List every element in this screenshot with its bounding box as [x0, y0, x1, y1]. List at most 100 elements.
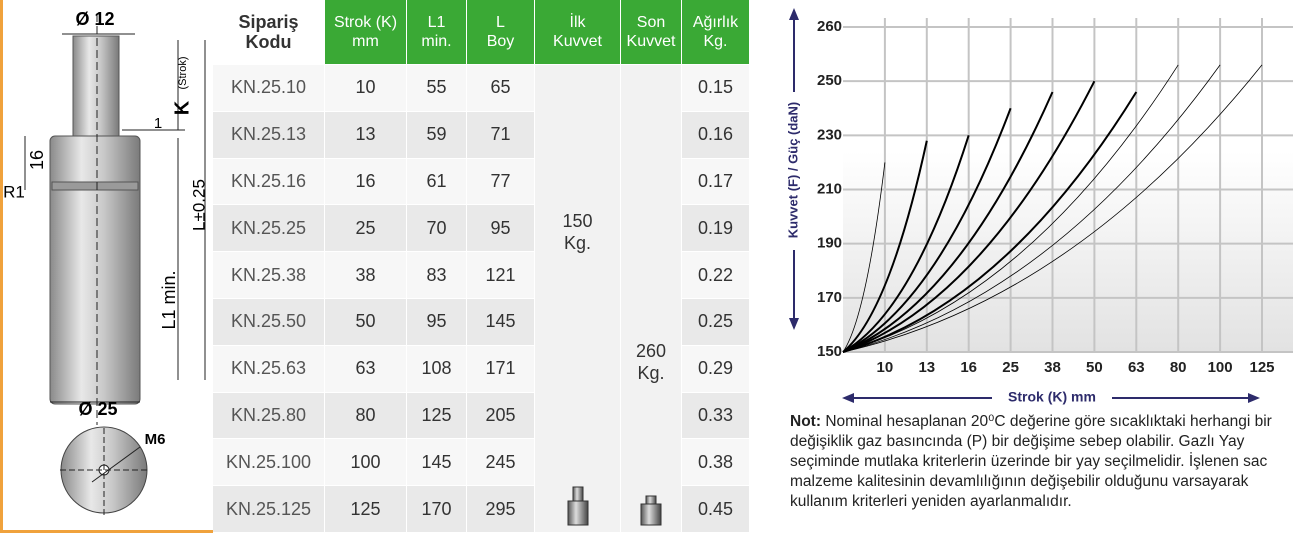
- x-tick-label: 38: [1044, 359, 1061, 376]
- label: M6: [145, 431, 166, 448]
- force-value: 150: [562, 211, 593, 231]
- cell-text: KN.25.25: [230, 217, 307, 238]
- cell-text: 145: [421, 451, 452, 472]
- header-cell: İlk Kuvvet: [535, 0, 621, 65]
- table-cell: 245: [467, 439, 535, 487]
- header-text: Kuvvet: [626, 33, 676, 50]
- header-text: Strok (K): [333, 14, 398, 31]
- table-cell: 63: [325, 345, 407, 393]
- table-cell: 59: [407, 111, 467, 159]
- plot-bg: [843, 18, 1293, 352]
- spring-curve: [842, 140, 928, 353]
- table-cell: 145: [407, 439, 467, 487]
- cell-text: 38: [355, 264, 376, 285]
- y-tick-label: 260: [817, 18, 842, 35]
- table-cell: 80: [325, 392, 407, 440]
- table-cell: 38: [325, 252, 407, 299]
- cell-text: 61: [426, 170, 447, 191]
- x-tick-label: 25: [1002, 359, 1019, 376]
- last-force-cell: 260 Kg.: [621, 65, 682, 533]
- cell-text: 10: [355, 77, 376, 98]
- spring-curve: [842, 107, 1012, 353]
- chart: Kuvvet (F) / Güç (daN) Strok (K) mm 150 1…: [785, 8, 1293, 405]
- table-cell: 0.19: [682, 205, 750, 253]
- x-tick-label: 10: [877, 359, 894, 376]
- table-cell: 83: [407, 252, 467, 299]
- cell-text: 0.22: [697, 264, 734, 285]
- table-cell: KN.25.100: [213, 439, 325, 487]
- groove: [51, 181, 139, 191]
- x-tick-label: 80: [1170, 359, 1187, 376]
- rod: [72, 35, 120, 137]
- cell-text: 25: [355, 217, 376, 238]
- table-cell: 70: [407, 205, 467, 253]
- table-cell: 0.22: [682, 252, 750, 299]
- table-cell: 71: [467, 111, 535, 159]
- header-text: Kuvvet: [553, 33, 602, 50]
- header-text: Kodu: [245, 32, 292, 52]
- spring-curve: [842, 91, 1054, 353]
- table-cell: 0.45: [682, 486, 750, 533]
- cell-text: 13: [355, 124, 376, 145]
- table-cell: 100: [325, 439, 407, 487]
- label: 1: [154, 115, 162, 132]
- table-cell: 16: [325, 158, 407, 206]
- cell-text: 65: [490, 77, 511, 98]
- cell-text: 205: [485, 404, 516, 425]
- force-value: 260: [635, 341, 667, 361]
- header-cell: Strok (K) mm: [325, 0, 407, 65]
- cell-text: KN.25.10: [230, 77, 307, 98]
- cell-text: 0.15: [697, 77, 734, 98]
- cell-text: 77: [490, 170, 511, 191]
- table-cell: 95: [407, 299, 467, 346]
- cell-text: KN.25.100: [225, 451, 312, 472]
- label: 16: [27, 150, 47, 170]
- x-axis-label: Strok (K) mm: [1008, 389, 1096, 405]
- cell-text: 80: [355, 404, 376, 425]
- cell-text: 245: [485, 451, 516, 472]
- header-text: Ağırlık: [692, 14, 739, 31]
- cell-text: 170: [421, 498, 452, 519]
- y-tick-label: 190: [817, 235, 842, 252]
- y-axis-label: Kuvvet (F) / Güç (daN): [785, 102, 800, 239]
- cell-text: 83: [426, 264, 447, 285]
- table-cell: 295: [467, 486, 535, 533]
- table-cell: 13: [325, 111, 407, 159]
- cell-text: 125: [421, 404, 452, 425]
- table-cell: 65: [467, 65, 535, 112]
- x-tick-label: 125: [1249, 359, 1274, 376]
- cell-text: 108: [421, 358, 452, 379]
- cell-text: 55: [426, 77, 447, 98]
- cell-text: 59: [426, 124, 447, 145]
- table-cell: 121: [467, 252, 535, 299]
- table-cell: 77: [467, 158, 535, 206]
- header-text: L1: [427, 14, 446, 31]
- table-cell: 0.15: [682, 65, 750, 112]
- label: Ø 25: [78, 399, 117, 419]
- cell-text: 100: [350, 451, 381, 472]
- cell-text: KN.25.125: [225, 498, 312, 519]
- x-tick-label: 50: [1086, 359, 1103, 376]
- spring-curve: [842, 64, 1221, 353]
- cell-text: KN.25.50: [230, 311, 307, 332]
- spring-curve: [842, 91, 1138, 353]
- note: Not: Nominal hesaplanan 20⁰C değerine gö…: [790, 412, 1295, 512]
- cell-text: KN.25.13: [230, 124, 307, 145]
- header-cell: Ağırlık Kg.: [682, 0, 750, 65]
- header-cell: Sipariş Kodu: [213, 0, 325, 65]
- cell-text: 0.19: [697, 217, 734, 238]
- cell-text: KN.25.63: [230, 358, 307, 379]
- cell-text: 95: [490, 217, 511, 238]
- y-tick-label: 210: [817, 180, 842, 197]
- header-cell: L Boy: [467, 0, 535, 65]
- header-text: İlk: [569, 14, 586, 31]
- table-cell: KN.25.63: [213, 345, 325, 393]
- spring-curve: [842, 64, 1263, 353]
- header-text: mm: [352, 33, 379, 50]
- cell-text: KN.25.16: [230, 170, 307, 191]
- table-cell: 50: [325, 299, 407, 346]
- table-cell: 0.16: [682, 111, 750, 159]
- cell-text: 0.29: [697, 358, 734, 379]
- force-unit: Kg.: [563, 233, 592, 253]
- header-cell: L1 min.: [407, 0, 467, 65]
